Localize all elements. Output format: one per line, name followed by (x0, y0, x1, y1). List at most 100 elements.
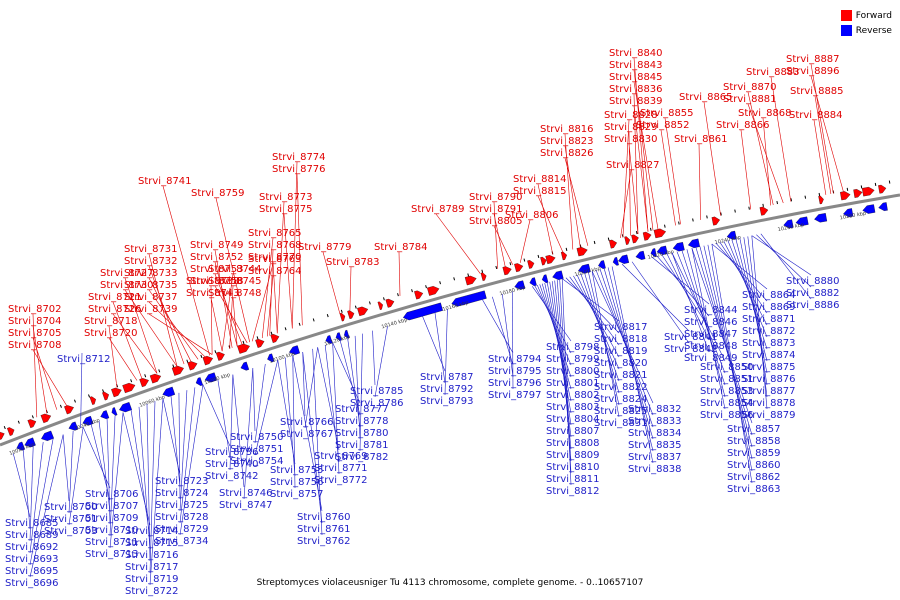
gene-label: Strvi_8734 (155, 536, 209, 547)
gene-label: Strvi_8837 (628, 452, 682, 463)
gene-label: Strvi_8712 (57, 354, 111, 365)
forward-gene-arrow (414, 290, 424, 300)
leader-line (814, 95, 832, 195)
tick-mark (607, 237, 610, 241)
tick-mark (242, 340, 245, 344)
leader-line (292, 355, 296, 489)
gene-label: Strvi_8876 (742, 374, 796, 385)
tick-mark (340, 309, 343, 313)
leader-line (493, 213, 506, 267)
leader-line (671, 252, 726, 362)
leader-line (98, 421, 111, 513)
tick-mark (860, 185, 863, 189)
gene-label: Strvi_8730 (100, 280, 154, 291)
gene-label: Strvi_8745 (208, 276, 262, 287)
reverse-gene-arrow (598, 260, 606, 269)
gene-label: Strvi_8798 (546, 342, 600, 353)
reverse-gene-arrow (529, 277, 537, 287)
gene-label: Strvi_8776 (272, 164, 326, 175)
reverse-gene-arrow (795, 216, 809, 226)
legend: Forward Reverse (840, 8, 892, 38)
leader-line (29, 438, 54, 566)
forward-gene-arrow (122, 382, 136, 394)
gene-label: Strvi_8741 (138, 176, 192, 187)
gene-label: Strvi_8800 (546, 366, 600, 377)
tick-mark (453, 277, 456, 281)
tick-mark (720, 212, 722, 216)
reverse-gene-arrow (195, 377, 203, 386)
leader-line (711, 243, 753, 484)
gene-label: Strvi_8744 (208, 264, 262, 275)
gene-label: Strvi_8787 (420, 372, 474, 383)
tick-mark (804, 195, 807, 199)
gene-label: Strvi_8872 (742, 326, 796, 337)
reverse-gene-arrow (650, 248, 657, 257)
tick-mark (73, 399, 76, 403)
gene-label: Strvi_8725 (155, 500, 209, 511)
reverse-gene-arrow (878, 202, 888, 211)
tick-mark (523, 258, 526, 262)
gene-label: Strvi_8854 (700, 398, 754, 409)
leader-line (108, 337, 138, 381)
leader-line (564, 157, 589, 246)
leader-line (633, 57, 649, 232)
reverse-gene-arrow (552, 270, 564, 280)
gene-label: Strvi_8804 (546, 414, 600, 425)
tick-mark (874, 182, 877, 186)
label-leader-lines (12, 57, 844, 586)
gene-label: Strvi_8777 (335, 404, 389, 415)
leader-line (108, 325, 118, 388)
tick-mark (130, 379, 133, 383)
gene-label: Strvi_8794 (488, 354, 542, 365)
leader-line (124, 277, 158, 374)
gene-label: Strvi_8715 (125, 538, 179, 549)
gene-label: Strvi_8861 (674, 134, 728, 145)
leader-line (631, 261, 690, 344)
leader-line (810, 63, 834, 194)
leader-line (565, 277, 620, 334)
forward-gene-arrow (149, 373, 162, 384)
tick-mark (172, 364, 175, 368)
gene-label: Strvi_8871 (742, 314, 796, 325)
leader-line (276, 201, 285, 334)
leader-line (112, 313, 158, 374)
reverse-gene-arrow (726, 230, 737, 240)
forward-gene-arrow (139, 378, 149, 388)
tick-mark (200, 354, 203, 358)
leader-line (229, 374, 234, 471)
tick-mark (481, 269, 484, 273)
leader-line (254, 363, 266, 444)
leader-line (109, 415, 116, 537)
kbp-label: 10280 kbp (839, 211, 866, 222)
gene-label: Strvi_8705 (8, 328, 62, 339)
tick-mark (354, 305, 357, 309)
gene-label: Strvi_8845 (609, 72, 663, 83)
leader-line (493, 201, 498, 269)
reverse-gene-arrow (451, 290, 487, 307)
gene-label: Strvi_8717 (125, 562, 179, 573)
leader-line (372, 330, 376, 386)
legend-reverse: Reverse (840, 23, 892, 38)
forward-gene-arrow (759, 206, 769, 216)
forward-gene-arrow (609, 239, 618, 249)
gene-label: Strvi_8737 (124, 292, 178, 303)
gene-label: Strvi_8851 (700, 374, 754, 385)
forward-gene-arrow (631, 234, 639, 244)
gene-label: Strvi_8819 (594, 346, 648, 357)
gene-label: Strvi_8821 (594, 370, 648, 381)
forward-gene-arrow (202, 355, 214, 366)
gene-label: Strvi_8689 (5, 530, 59, 541)
leader-line (607, 267, 654, 452)
gene-label: Strvi_8836 (609, 84, 663, 95)
gene-label: Strvi_8739 (124, 304, 178, 315)
gene-label: Strvi_8780 (335, 428, 389, 439)
forward-gene-arrow (357, 306, 369, 317)
gene-label: Strvi_8896 (786, 66, 840, 77)
legend-reverse-label: Reverse (855, 25, 892, 36)
gene-label: Strvi_8774 (272, 152, 326, 163)
gene-label: Strvi_8784 (374, 242, 428, 253)
leader-line (32, 325, 48, 414)
gene-label: Strvi_8772 (314, 475, 368, 486)
gene-label: Strvi_8726 (88, 304, 142, 315)
leader-line (296, 173, 303, 326)
